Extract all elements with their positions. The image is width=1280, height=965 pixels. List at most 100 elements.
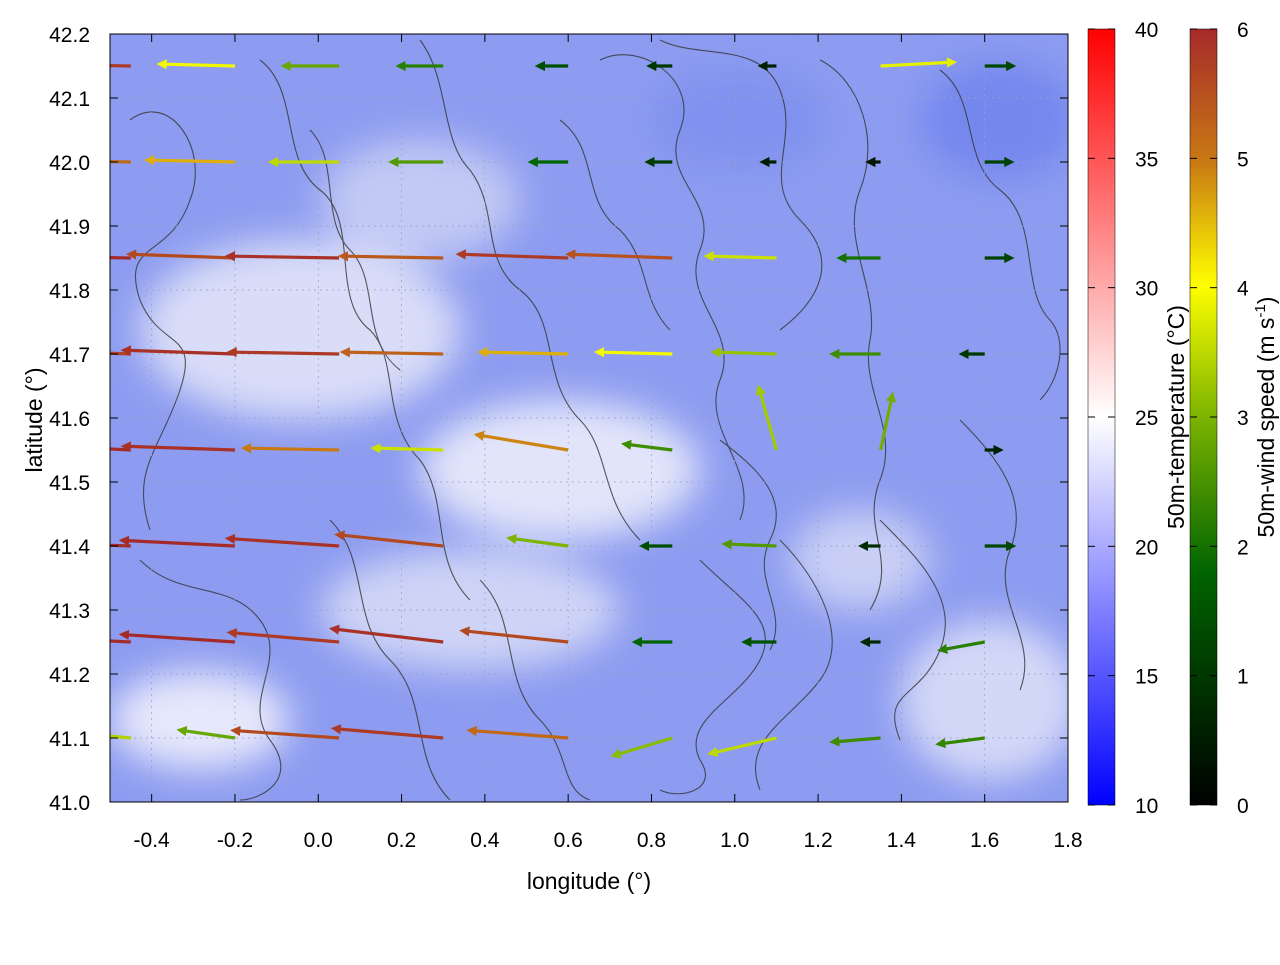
contour-line	[479, 579, 591, 801]
temperature-colorbar-tick-label: 30	[1135, 278, 1158, 301]
wind-speed-colorbar-tick-label: 5	[1237, 148, 1249, 171]
x-axis-ticks: -0.4 -0.2 0.0 0.2 0.4 0.6 0.8 1.0 1.2 1.4 1.6 1.8	[134, 34, 1083, 852]
contour-line	[259, 59, 471, 601]
wind-vector	[879, 391, 896, 451]
contour-line	[309, 129, 401, 371]
wind-vector	[829, 736, 881, 747]
wind-vector	[620, 439, 673, 452]
wind-vector	[937, 640, 985, 654]
wind-vector	[755, 384, 778, 451]
temperature-colorbar-tick-label: 20	[1135, 536, 1158, 559]
temperature-colorbar-tick-label: 10	[1135, 795, 1158, 818]
wind-speed-colorbar-tick-label: 2	[1237, 536, 1249, 559]
y-tick-label: 41.6	[49, 408, 90, 431]
temperature-colorbar-ticks: 10 15 20 25 30 35 40	[1088, 19, 1158, 818]
wind-vector	[703, 251, 777, 262]
wind-vector	[226, 347, 340, 358]
wind-speed-colorbar-label: 50m-wind speed (m s-1)	[1252, 297, 1279, 538]
x-tick-label: -0.2	[217, 829, 253, 852]
wind-vectors	[110, 57, 1017, 759]
wind-vector	[224, 251, 340, 262]
wind-vector	[125, 249, 236, 260]
y-tick-label: 42.0	[49, 152, 90, 175]
contour-line	[129, 111, 196, 531]
temperature-colorbar-tick-label: 35	[1135, 148, 1158, 171]
contour-line	[939, 69, 1061, 401]
wind-vector	[707, 736, 777, 757]
wind-vector	[176, 726, 236, 740]
temperature-patch	[420, 400, 700, 540]
y-tick-label: 41.4	[49, 536, 90, 559]
temperature-colorbar-tick-label: 15	[1135, 666, 1158, 689]
wind-vector	[110, 543, 131, 548]
wind-vector	[110, 447, 131, 452]
y-tick-label: 41.8	[49, 280, 90, 303]
y-tick-label: 41.1	[49, 728, 90, 751]
wind-vector	[473, 430, 569, 452]
x-tick-label: -0.4	[134, 829, 171, 852]
terrain-contours	[129, 39, 1061, 801]
grid-lines	[110, 33, 1069, 803]
wind-vector	[370, 443, 444, 454]
temperature-patch	[900, 620, 1068, 780]
x-tick-label: 0.8	[637, 829, 666, 852]
wind-vector	[156, 59, 235, 70]
x-tick-label: 1.2	[803, 829, 832, 852]
wind-vector	[226, 628, 340, 644]
wind-vector	[110, 639, 131, 644]
y-tick-label: 42.1	[49, 88, 90, 111]
wind-speed-colorbar-tick-label: 3	[1237, 407, 1249, 430]
wind-speed-colorbar-tick-label: 4	[1237, 278, 1249, 301]
wind-vector	[610, 736, 673, 759]
wind-vector	[593, 347, 673, 358]
x-tick-label: 0.2	[387, 829, 416, 852]
x-tick-label: 1.8	[1053, 829, 1082, 852]
y-tick-label: 42.2	[49, 24, 90, 47]
temperature-colorbar-tick-label: 40	[1135, 19, 1158, 42]
wind-vector	[240, 443, 340, 454]
wind-vector	[455, 249, 569, 260]
contour-line	[754, 539, 833, 791]
x-tick-label: 1.0	[720, 829, 749, 852]
y-tick-label: 41.5	[49, 472, 90, 495]
contour-line	[659, 39, 823, 331]
wind-vector	[120, 441, 236, 452]
wind-vector	[337, 251, 444, 262]
y-axis-label: latitude (°)	[21, 367, 47, 472]
temperature-patch	[110, 670, 290, 770]
wind-vector	[230, 725, 340, 740]
x-tick-label: 0.6	[554, 829, 583, 852]
wind-vector	[506, 533, 569, 548]
temperature-patch	[650, 70, 830, 170]
wind-speed-colorbar-tick-label: 0	[1237, 795, 1249, 818]
wind-speed-colorbar-ticks: 0 1 2 3 4 5 6	[1190, 19, 1249, 818]
wind-label-superscript: -1	[1252, 304, 1269, 317]
contour-line	[819, 59, 887, 611]
wind-vector	[334, 530, 444, 548]
x-tick-label: 0.4	[470, 829, 500, 852]
contour-line	[599, 54, 745, 521]
contour-line	[719, 439, 777, 651]
temperature-patch	[320, 140, 520, 260]
wind-vector	[110, 734, 131, 740]
wind-speed-colorbar: 0 1 2 3 4 5 6 50m-wind speed (m s-1)	[1189, 19, 1279, 818]
wind-vector	[143, 155, 235, 166]
wind-vector	[224, 533, 340, 548]
y-tick-label: 41.0	[49, 792, 90, 815]
wind-vector	[118, 535, 236, 548]
wind-vector	[110, 256, 131, 260]
wind-vector	[477, 347, 569, 358]
y-axis-ticks: 41.0 41.1 41.2 41.3 41.4 41.5 41.6 41.7 41.8 41.9…	[49, 24, 1068, 815]
temperature-colorbar-tick-label: 25	[1135, 407, 1158, 430]
wind-vector	[565, 249, 673, 260]
wind-vector	[880, 57, 958, 68]
wind-speed-colorbar-tick-label: 1	[1237, 666, 1249, 689]
wind-vector	[110, 64, 131, 68]
wind-vector	[935, 736, 985, 749]
contour-line	[329, 519, 451, 801]
wind-vector	[466, 725, 569, 740]
wind-label-end: )	[1253, 297, 1279, 305]
temperature-patch	[140, 240, 460, 420]
